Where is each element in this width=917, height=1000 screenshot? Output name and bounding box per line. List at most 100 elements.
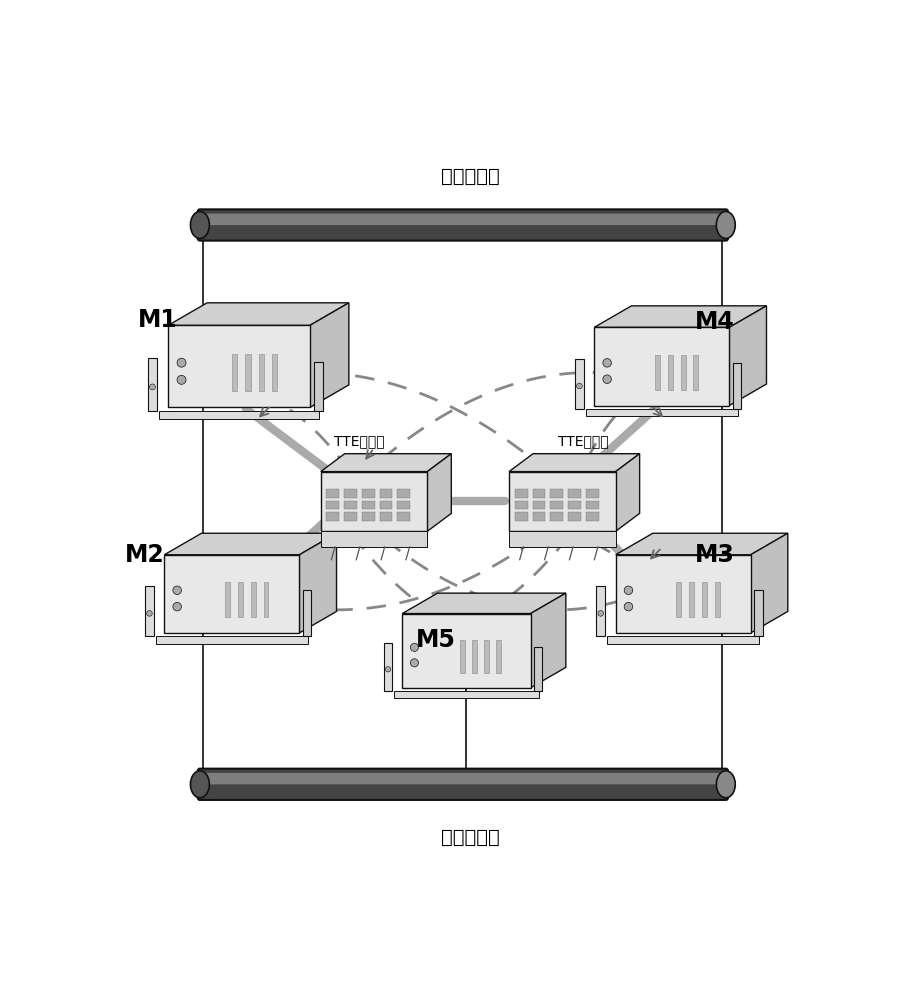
- Polygon shape: [586, 512, 599, 521]
- Polygon shape: [607, 636, 759, 644]
- Polygon shape: [326, 501, 339, 509]
- Circle shape: [411, 659, 418, 667]
- Polygon shape: [168, 325, 310, 407]
- Polygon shape: [533, 512, 546, 521]
- Polygon shape: [586, 489, 599, 498]
- Polygon shape: [615, 555, 751, 633]
- Polygon shape: [232, 354, 238, 391]
- Polygon shape: [380, 489, 392, 498]
- Polygon shape: [156, 636, 308, 644]
- Polygon shape: [403, 593, 566, 614]
- Circle shape: [577, 383, 582, 389]
- Text: TTE交换机: TTE交换机: [335, 434, 385, 448]
- Ellipse shape: [191, 771, 209, 798]
- Polygon shape: [575, 359, 584, 409]
- Text: TTE交换机: TTE交换机: [558, 434, 609, 448]
- Polygon shape: [690, 582, 694, 617]
- Polygon shape: [299, 533, 337, 633]
- Polygon shape: [514, 512, 527, 521]
- FancyBboxPatch shape: [198, 209, 728, 241]
- Polygon shape: [702, 582, 707, 617]
- Polygon shape: [344, 501, 357, 509]
- Polygon shape: [496, 640, 502, 673]
- Polygon shape: [615, 533, 788, 555]
- Polygon shape: [586, 409, 738, 416]
- Text: M1: M1: [138, 308, 177, 332]
- Polygon shape: [160, 411, 319, 419]
- Polygon shape: [380, 512, 392, 521]
- Text: M5: M5: [416, 628, 456, 652]
- Polygon shape: [314, 362, 323, 411]
- Polygon shape: [655, 355, 660, 390]
- Polygon shape: [514, 501, 527, 509]
- Polygon shape: [680, 355, 686, 390]
- Polygon shape: [594, 306, 767, 327]
- Polygon shape: [693, 355, 699, 390]
- FancyBboxPatch shape: [205, 773, 720, 784]
- Polygon shape: [362, 512, 375, 521]
- Polygon shape: [533, 489, 546, 498]
- Polygon shape: [755, 590, 763, 636]
- Polygon shape: [148, 358, 157, 411]
- Polygon shape: [263, 582, 269, 617]
- Polygon shape: [586, 501, 599, 509]
- Polygon shape: [168, 303, 348, 325]
- Polygon shape: [733, 363, 742, 409]
- Circle shape: [411, 643, 418, 651]
- Polygon shape: [259, 354, 264, 391]
- Polygon shape: [668, 355, 673, 390]
- Polygon shape: [397, 512, 410, 521]
- Polygon shape: [484, 640, 489, 673]
- Polygon shape: [509, 531, 615, 547]
- Polygon shape: [303, 590, 312, 636]
- Polygon shape: [729, 306, 767, 406]
- Polygon shape: [568, 489, 580, 498]
- Polygon shape: [594, 327, 729, 406]
- Polygon shape: [751, 533, 788, 633]
- Polygon shape: [145, 586, 154, 636]
- Polygon shape: [397, 489, 410, 498]
- Polygon shape: [394, 691, 538, 698]
- Circle shape: [147, 611, 152, 616]
- Circle shape: [602, 375, 612, 383]
- Polygon shape: [226, 582, 230, 617]
- Text: 太网交换机: 太网交换机: [440, 167, 500, 186]
- Circle shape: [598, 611, 603, 616]
- Polygon shape: [714, 582, 720, 617]
- Polygon shape: [344, 512, 357, 521]
- Polygon shape: [427, 454, 451, 531]
- Polygon shape: [326, 489, 339, 498]
- Polygon shape: [403, 614, 531, 688]
- Polygon shape: [246, 354, 250, 391]
- Polygon shape: [514, 489, 527, 498]
- Polygon shape: [615, 454, 640, 531]
- Polygon shape: [550, 501, 563, 509]
- Polygon shape: [568, 501, 580, 509]
- Polygon shape: [397, 501, 410, 509]
- Polygon shape: [164, 555, 299, 633]
- Polygon shape: [550, 489, 563, 498]
- Circle shape: [385, 667, 391, 672]
- Polygon shape: [534, 647, 542, 691]
- FancyBboxPatch shape: [205, 214, 720, 225]
- Circle shape: [624, 602, 633, 611]
- Polygon shape: [531, 593, 566, 688]
- Polygon shape: [272, 354, 278, 391]
- Polygon shape: [321, 454, 451, 472]
- Circle shape: [602, 359, 612, 367]
- Polygon shape: [509, 454, 640, 472]
- Polygon shape: [568, 512, 580, 521]
- Polygon shape: [321, 472, 427, 531]
- Polygon shape: [677, 582, 681, 617]
- Polygon shape: [362, 501, 375, 509]
- Polygon shape: [533, 501, 546, 509]
- Polygon shape: [550, 512, 563, 521]
- Polygon shape: [509, 472, 615, 531]
- Circle shape: [177, 358, 186, 367]
- Polygon shape: [310, 303, 348, 407]
- Polygon shape: [460, 640, 465, 673]
- Ellipse shape: [716, 211, 735, 238]
- Polygon shape: [238, 582, 243, 617]
- Circle shape: [173, 586, 182, 595]
- Polygon shape: [472, 640, 477, 673]
